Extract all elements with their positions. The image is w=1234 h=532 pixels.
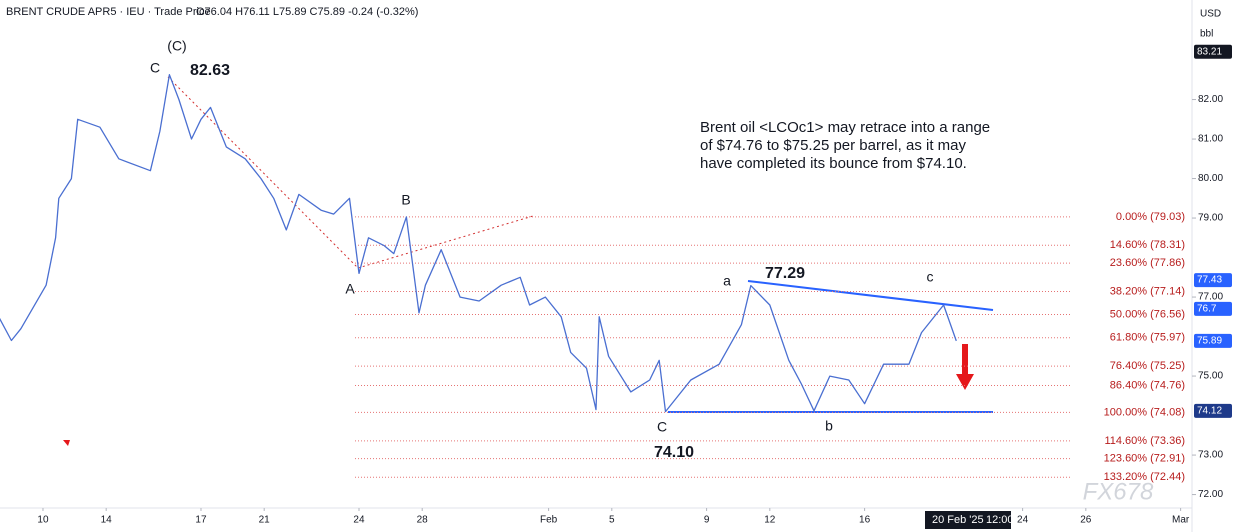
price-tag-label: 76.7 — [1197, 304, 1217, 315]
crosshair-time: 12:00 — [986, 514, 1014, 526]
wave-label: (C) — [167, 38, 186, 54]
y-tick-label: 80.00 — [1198, 173, 1223, 184]
x-tick-label: 26 — [1080, 515, 1092, 526]
x-tick-label: 17 — [195, 515, 207, 526]
wave-label: c — [927, 269, 934, 285]
fib-label: 14.60% (78.31) — [1110, 239, 1185, 251]
ohlc: O76.04 H76.11 L75.89 C75.89 -0.24 (-0.32… — [196, 6, 418, 18]
x-tick-label: 21 — [259, 515, 271, 526]
fib-label: 0.00% (79.03) — [1116, 211, 1185, 223]
fib-label: 114.60% (73.36) — [1104, 435, 1185, 447]
marker — [63, 440, 70, 446]
wave-label: B — [401, 192, 410, 208]
wave-label: b — [825, 418, 833, 434]
price-tag — [1194, 301, 1232, 316]
resistance-line — [747, 280, 994, 311]
x-tick-label: 16 — [859, 515, 871, 526]
y-tick-label: 82.00 — [1198, 94, 1223, 105]
down-arrow — [956, 344, 974, 390]
y-tick-label: 77.00 — [1198, 292, 1223, 303]
y-tick-label: 73.00 — [1198, 450, 1223, 461]
fib-label: 133.20% (72.44) — [1104, 471, 1185, 483]
crosshair-box — [925, 511, 1011, 529]
crosshair-date: 20 Feb '25 — [932, 514, 984, 526]
x-tick-label: 5 — [609, 515, 615, 526]
x-tick-label: 12 — [764, 515, 776, 526]
x-tick-label: 9 — [704, 515, 710, 526]
wave-label: C — [150, 60, 160, 76]
price-tag-label: 77.43 — [1197, 275, 1222, 286]
fib-label: 38.20% (77.14) — [1110, 285, 1185, 297]
fib-label: 76.40% (75.25) — [1110, 360, 1185, 372]
price-tag — [1194, 44, 1232, 59]
price-tag — [1194, 403, 1232, 418]
price-tag-label: 83.21 — [1197, 46, 1222, 57]
x-tick-label: 14 — [101, 515, 113, 526]
x-tick-label: Feb — [540, 515, 558, 526]
fib-label: 50.00% (76.56) — [1110, 308, 1185, 320]
fib-label: 123.60% (72.91) — [1104, 453, 1185, 465]
wave-label: a — [723, 273, 731, 289]
commentary: have completed its bounce from $74.10. — [700, 155, 967, 172]
y-tick-label: 72.00 — [1198, 489, 1223, 500]
symbol: BRENT CRUDE APR5 · IEU · Trade Price — [6, 6, 211, 18]
y-tick-label: 81.00 — [1198, 134, 1223, 145]
trendline — [357, 215, 534, 269]
price-tag-label: 75.89 — [1197, 336, 1222, 347]
fib-label: 23.60% (77.86) — [1110, 257, 1185, 269]
wave-label: 77.29 — [765, 265, 805, 282]
wave-label: 82.63 — [190, 62, 230, 79]
currency: USD — [1200, 9, 1221, 20]
x-tick-label: 24 — [353, 515, 365, 526]
price-tag — [1194, 273, 1232, 288]
x-tick-label: 24 — [1017, 515, 1029, 526]
x-tick-label: Mar — [1172, 515, 1190, 526]
price-tag-label: 74.12 — [1197, 405, 1222, 416]
fib-label: 61.80% (75.97) — [1110, 332, 1185, 344]
y-tick-label: 79.00 — [1198, 213, 1223, 224]
wave-label: C — [657, 419, 667, 435]
fib-label: 86.40% (74.76) — [1110, 379, 1185, 391]
x-tick-label: 28 — [417, 515, 429, 526]
price-line — [0, 74, 957, 413]
wave-label: 74.10 — [654, 444, 694, 461]
y-tick-label: 75.00 — [1198, 371, 1223, 382]
fib-label: 100.00% (74.08) — [1104, 406, 1185, 418]
x-tick-label: 10 — [37, 515, 49, 526]
wave-label: A — [345, 281, 355, 297]
unit: bbl — [1200, 29, 1213, 40]
watermark: FX678 — [1083, 478, 1154, 505]
price-tag — [1194, 333, 1232, 348]
commentary: of $74.76 to $75.25 per barrel, as it ma… — [700, 137, 966, 154]
commentary: Brent oil <LCOc1> may retrace into a ran… — [700, 119, 990, 136]
